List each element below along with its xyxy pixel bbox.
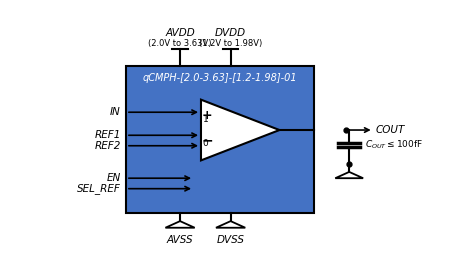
- Text: DVSS: DVSS: [216, 235, 245, 245]
- Text: $C_{OUT}$$\leq$100fF: $C_{OUT}$$\leq$100fF: [364, 138, 423, 151]
- Text: AVDD: AVDD: [165, 28, 195, 38]
- Polygon shape: [166, 221, 195, 228]
- Text: 0: 0: [202, 139, 208, 148]
- Text: (1.2V to 1.98V): (1.2V to 1.98V): [199, 39, 262, 48]
- Text: REF1: REF1: [94, 130, 121, 140]
- Text: 1: 1: [202, 115, 208, 123]
- Text: +: +: [202, 109, 212, 122]
- Text: EN: EN: [107, 173, 121, 183]
- Text: qCMPH-[2.0-3.63]-[1.2-1.98]-01: qCMPH-[2.0-3.63]-[1.2-1.98]-01: [143, 73, 297, 83]
- Text: DVDD: DVDD: [215, 28, 246, 38]
- Text: COUT: COUT: [375, 125, 405, 135]
- Text: −: −: [202, 134, 213, 147]
- Text: REF2: REF2: [94, 141, 121, 151]
- Polygon shape: [335, 172, 363, 178]
- Polygon shape: [216, 221, 245, 228]
- Text: AVSS: AVSS: [167, 235, 194, 245]
- Text: (2.0V to 3.63V): (2.0V to 3.63V): [148, 39, 212, 48]
- Bar: [126, 66, 315, 213]
- Text: IN: IN: [110, 107, 121, 117]
- Text: SEL_REF: SEL_REF: [77, 183, 121, 194]
- Polygon shape: [201, 100, 279, 160]
